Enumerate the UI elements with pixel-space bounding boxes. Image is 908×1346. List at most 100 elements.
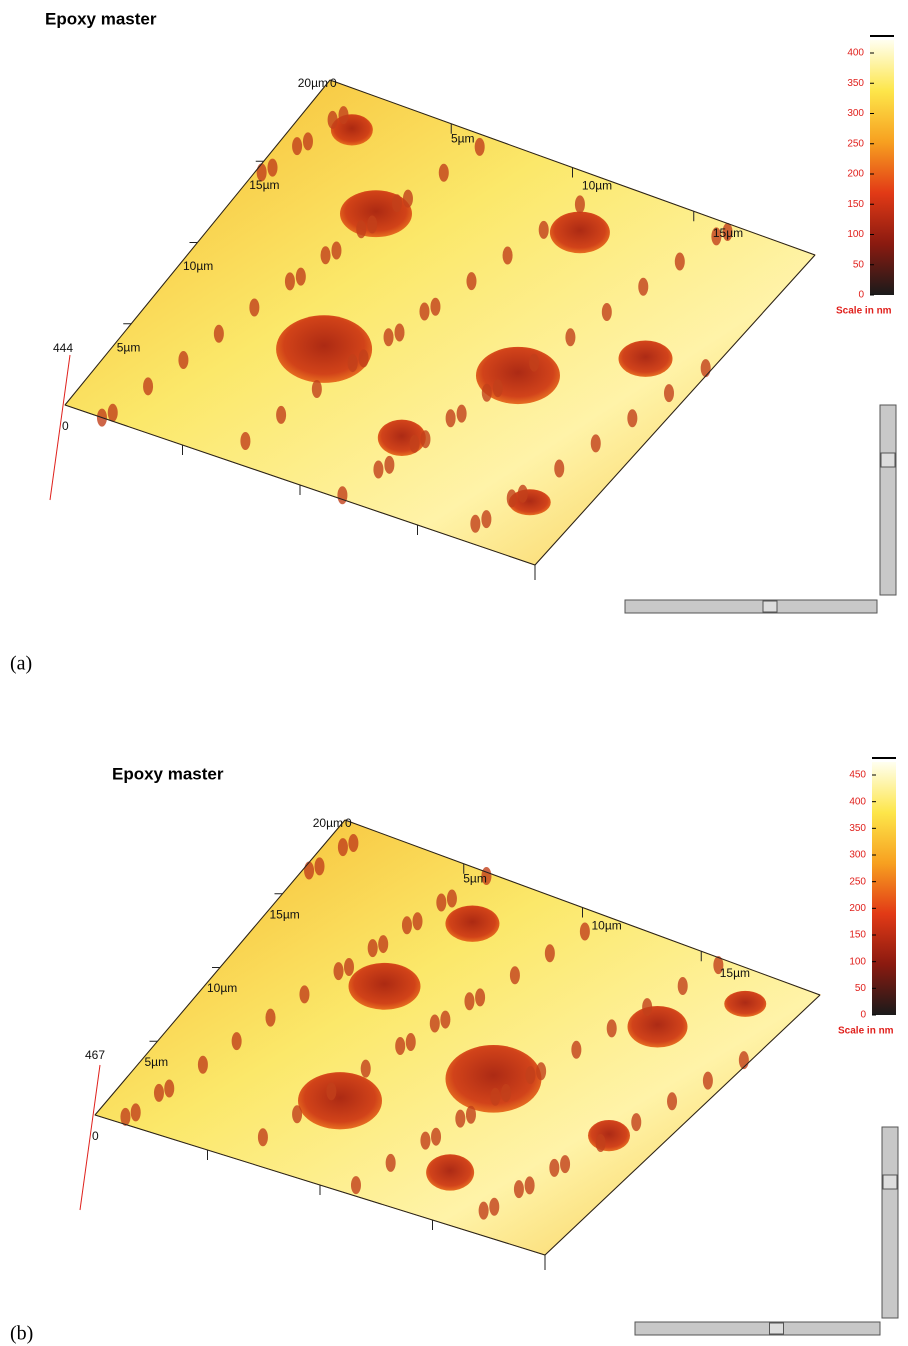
pit <box>429 1014 440 1033</box>
axis-edge <box>544 994 821 1256</box>
pit <box>571 1040 582 1059</box>
crater <box>377 419 426 456</box>
pit <box>464 992 475 1011</box>
pit <box>642 998 653 1017</box>
pit <box>606 1019 617 1038</box>
pit <box>164 1079 175 1098</box>
pit <box>436 893 447 912</box>
pit <box>385 1153 396 1172</box>
pit <box>320 246 331 265</box>
crater <box>348 962 421 1010</box>
pit <box>384 455 395 474</box>
pit <box>337 486 348 505</box>
scale-label: Scale in nm <box>838 1026 894 1037</box>
pit <box>560 1155 571 1174</box>
origin-label: 0 <box>62 419 69 433</box>
colorbar-tick-label: 250 <box>849 876 866 887</box>
pit <box>667 1092 678 1111</box>
pit <box>409 434 420 453</box>
pit <box>470 514 481 533</box>
pit <box>513 1180 524 1199</box>
pit <box>663 384 674 403</box>
h-scroll-thumb <box>769 1322 784 1335</box>
x-edge-label: 15µm <box>713 226 743 240</box>
pit <box>402 189 413 208</box>
pit <box>350 1176 361 1195</box>
crater <box>618 340 673 377</box>
colorbar-tick-label: 0 <box>860 1010 866 1021</box>
pit <box>267 158 278 177</box>
colorbar-tick-label: 100 <box>847 229 864 240</box>
pit <box>544 944 555 963</box>
pit <box>524 1176 535 1195</box>
v-scroll-thumb <box>882 1174 898 1190</box>
pit <box>474 137 485 156</box>
pit <box>419 302 430 321</box>
pit <box>344 958 355 977</box>
colorbar-tick-label: 250 <box>847 138 864 149</box>
crater <box>549 211 610 254</box>
pit <box>395 1036 406 1055</box>
pit <box>465 1105 476 1124</box>
pit <box>538 220 549 239</box>
pit <box>356 220 367 239</box>
pit <box>420 430 431 449</box>
colorbar-tick-label: 200 <box>847 169 864 180</box>
v-scrollbar <box>879 404 897 596</box>
pit <box>420 1131 431 1150</box>
y-edge-label: 5µm <box>117 340 141 354</box>
pit <box>565 328 576 347</box>
pit <box>440 1010 451 1029</box>
pit <box>327 110 338 129</box>
z-axis <box>49 354 71 501</box>
pit <box>478 1201 489 1220</box>
pit <box>446 889 457 908</box>
pit <box>130 1103 141 1122</box>
pit <box>525 1066 536 1085</box>
colorbar-tick-label: 400 <box>847 48 864 59</box>
pit <box>333 962 344 981</box>
pit <box>213 324 224 343</box>
panel-title: Epoxy master <box>45 9 157 28</box>
pit <box>348 833 359 852</box>
pit <box>394 323 405 342</box>
pit <box>326 1082 337 1101</box>
pit <box>631 1113 642 1132</box>
crater <box>426 1154 475 1191</box>
panel-label: (a) <box>10 653 32 675</box>
pit <box>256 163 267 182</box>
crater <box>298 1072 382 1130</box>
scale-label: Scale in nm <box>836 306 892 317</box>
pit <box>120 1107 131 1126</box>
pit <box>302 132 313 151</box>
pit <box>711 227 722 246</box>
pit <box>492 379 503 398</box>
pit <box>347 354 358 373</box>
pit <box>383 328 394 347</box>
pit <box>627 409 638 428</box>
y-edge-label: 10µm <box>183 259 213 273</box>
pit <box>249 298 260 317</box>
corner-label: 0 <box>345 816 352 830</box>
h-scrollbar <box>624 599 878 614</box>
pit <box>490 1087 501 1106</box>
crater <box>627 1005 688 1048</box>
z-max: 467 <box>85 1048 105 1062</box>
crater <box>276 315 373 383</box>
pit <box>311 379 322 398</box>
crater <box>724 990 767 1017</box>
colorbar <box>872 762 896 1015</box>
pit <box>378 935 389 954</box>
pit <box>284 272 295 291</box>
h-scrollbar <box>634 1321 881 1336</box>
pit <box>500 1083 511 1102</box>
pit <box>722 222 733 241</box>
pit <box>702 1071 713 1090</box>
pit <box>475 988 486 1007</box>
pit <box>713 956 724 975</box>
pit <box>590 434 601 453</box>
x-edge-label: 5µm <box>463 871 487 885</box>
x-edge-label: 10µm <box>582 179 612 193</box>
colorbar-tick-label: 100 <box>849 956 866 967</box>
colorbar-tick-label: 350 <box>847 78 864 89</box>
